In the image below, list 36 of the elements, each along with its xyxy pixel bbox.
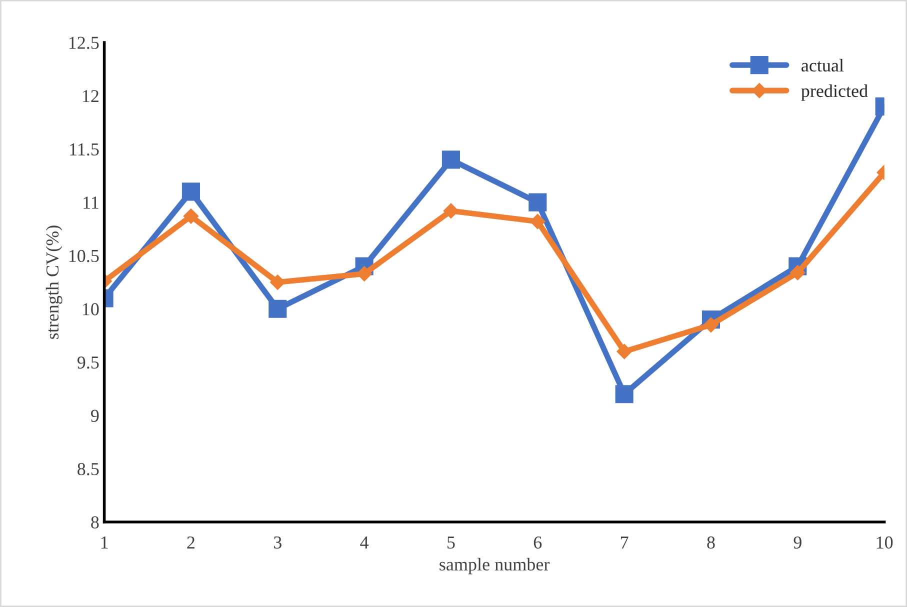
y-tick-label: 12 — [82, 90, 98, 102]
y-tick-label: 9.5 — [77, 356, 99, 369]
y-axis-title: strength CV(%) — [46, 226, 62, 339]
legend-label: predicted — [801, 84, 868, 101]
point — [528, 193, 547, 212]
y-tick-label: 10 — [82, 303, 99, 316]
x-tick-label: 2 — [187, 536, 194, 548]
x-tick-label: 4 — [360, 536, 369, 548]
x-tick-label: 3 — [274, 536, 282, 549]
point — [703, 317, 719, 333]
y-tick-label: 8 — [91, 516, 99, 528]
point — [442, 150, 460, 169]
y-tick-label: 11 — [84, 196, 98, 209]
x-tick-label: 8 — [707, 536, 715, 549]
x-tick-label: 1 — [101, 536, 108, 548]
point — [790, 264, 806, 281]
x-tick-label: 5 — [448, 536, 455, 549]
x-tick-label: 9 — [794, 536, 802, 549]
point — [182, 182, 200, 201]
y-tick-label: 8.5 — [78, 462, 99, 476]
point — [443, 203, 459, 219]
x-tick-label: 6 — [534, 536, 542, 549]
point — [616, 344, 632, 360]
point — [268, 300, 287, 318]
y-tick-label: 11.5 — [70, 143, 99, 156]
legend-label: actual — [802, 58, 844, 72]
x-tick-label: 7 — [620, 536, 628, 548]
point — [270, 274, 286, 290]
x-tick-label: 10 — [876, 536, 893, 549]
y-tick-label: 9 — [90, 410, 99, 422]
point — [615, 385, 634, 404]
y-tick-label: 10.5 — [69, 250, 99, 262]
y-tick-label: 12.5 — [69, 36, 99, 50]
point — [183, 208, 199, 224]
point — [530, 214, 546, 230]
x-axis-title: sample number — [440, 558, 550, 574]
